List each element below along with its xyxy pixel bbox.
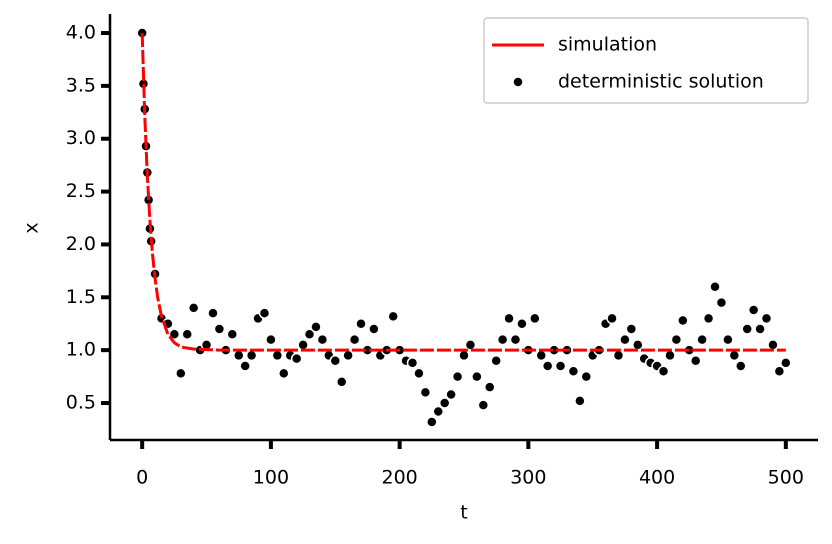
point [689,354,702,367]
point [181,328,193,341]
point [503,312,515,325]
point [187,302,200,314]
point [419,386,432,399]
y-tick-label: 0.5 [66,392,96,414]
point [297,339,309,351]
point [477,399,490,411]
point [496,333,509,346]
point [773,365,786,378]
point [355,317,367,330]
point [232,349,245,362]
point [406,357,419,369]
point [316,333,329,346]
point [747,304,760,316]
point [567,365,580,378]
point [464,339,477,351]
point [541,360,554,372]
point [625,323,638,335]
point [445,388,457,401]
point [702,312,715,325]
x-tick-label: 100 [253,467,289,489]
point [368,323,380,335]
point [670,333,683,346]
x-tick-label: 200 [382,467,418,489]
point [458,349,470,362]
point [657,365,670,378]
point [735,360,747,372]
point [329,354,342,367]
x-tick-label: 400 [639,467,675,489]
y-tick-label: 2.0 [66,233,96,255]
point [387,310,399,323]
y-axis-label: x [21,222,43,233]
point [709,280,721,293]
legend: simulation deterministic solution [483,17,809,104]
point [728,349,741,362]
point [580,370,593,383]
point [239,360,251,372]
point [722,333,734,346]
point [554,360,567,372]
point [226,328,239,341]
point [258,307,271,319]
point [342,349,354,362]
point [490,354,502,367]
point [574,395,586,407]
point [175,367,187,380]
point [632,339,644,351]
y-tick-label: 2.5 [66,180,96,202]
point [451,370,464,383]
x-tick-label: 500 [768,467,804,489]
point [509,333,522,346]
point [677,314,689,327]
point [413,367,425,380]
point [760,312,773,325]
point [606,312,618,325]
point [265,333,277,346]
x-tick-label: 300 [510,467,546,489]
point [271,349,284,362]
point [310,321,322,333]
point [664,349,676,362]
point [741,323,753,335]
y-tick-label: 3.0 [66,127,96,149]
point [438,397,451,409]
y-tick-label: 4.0 [66,22,96,44]
point [619,333,631,346]
legend-label: deterministic solution [558,71,764,93]
point [213,323,226,335]
legend-label: simulation [558,34,657,56]
point [471,370,483,383]
point [207,307,219,319]
point [516,317,528,330]
point [303,328,316,341]
point [290,352,303,365]
x-axis-label: t [460,502,467,524]
line [140,32,786,352]
y-tick-label: 1.5 [66,286,96,308]
point [715,296,728,309]
point [348,333,361,346]
legend-point [512,76,524,88]
y-tick-label: 1.0 [66,339,96,361]
legend-box [483,17,809,104]
y-tick-label: 3.5 [66,74,96,96]
point [696,333,708,346]
point [754,323,766,335]
point [432,405,445,418]
point [767,339,779,351]
point [426,416,438,428]
point [278,367,290,380]
point [529,312,541,325]
point [168,328,181,341]
x-tick-label: 0 [136,467,148,489]
point [612,349,625,362]
point [335,376,348,388]
point [535,349,547,362]
point [483,381,496,393]
point [245,349,258,362]
point [780,357,792,369]
